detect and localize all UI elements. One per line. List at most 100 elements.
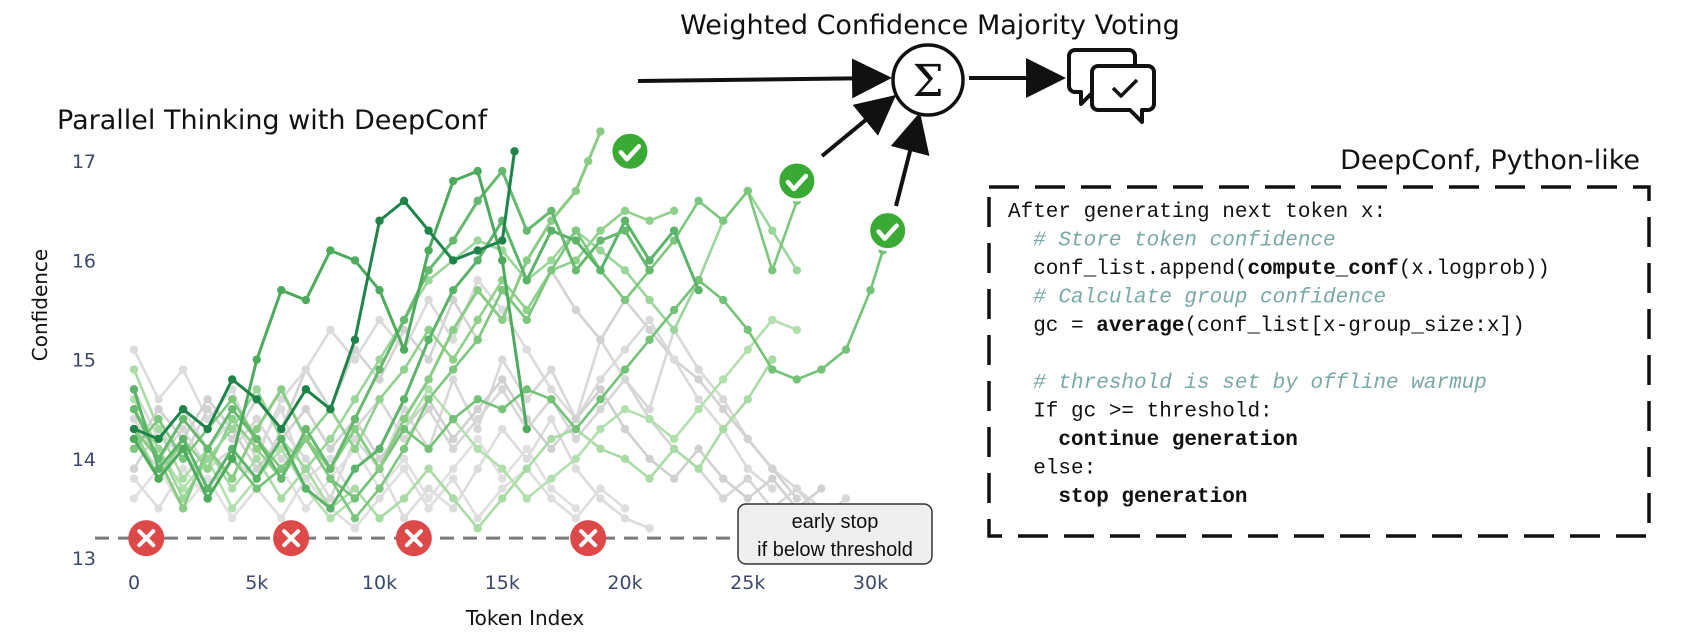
series-point — [154, 474, 163, 483]
series-point — [178, 405, 188, 414]
series-line — [132, 318, 798, 520]
series-point — [645, 335, 654, 344]
series-point — [350, 524, 360, 533]
series-point — [620, 266, 630, 275]
series-point — [375, 216, 384, 225]
series-point — [326, 246, 335, 255]
series-point — [178, 365, 188, 374]
series-point — [350, 444, 360, 454]
series-point — [301, 434, 311, 444]
series-point — [424, 405, 433, 414]
series-point — [448, 176, 458, 186]
series-point — [768, 315, 777, 325]
series-point — [424, 375, 433, 384]
y-tick-label: 15 — [72, 350, 96, 372]
series-point — [399, 514, 409, 523]
series-point — [252, 474, 261, 483]
series-point — [424, 226, 433, 235]
series-point — [154, 504, 163, 513]
series-point — [547, 206, 556, 215]
series-point — [375, 494, 384, 503]
series-point — [571, 236, 581, 245]
series-point — [817, 484, 826, 493]
series-point — [203, 395, 212, 404]
series-point — [792, 375, 802, 384]
series-point — [399, 395, 409, 404]
series-point — [498, 484, 507, 493]
series-point — [350, 256, 360, 265]
series-point — [448, 256, 458, 265]
series-point — [743, 464, 752, 473]
series-point — [522, 444, 531, 454]
series-point — [228, 385, 237, 394]
series-point — [424, 295, 433, 305]
series-point — [768, 355, 777, 364]
series-point — [645, 295, 654, 305]
y-tick-label: 14 — [72, 449, 96, 471]
series-point — [522, 385, 531, 394]
series-point — [669, 325, 679, 335]
series-point — [768, 464, 777, 473]
series-point — [583, 157, 593, 166]
series-point — [596, 266, 605, 275]
series-18 — [129, 147, 519, 444]
series-point — [596, 405, 605, 414]
series-point — [694, 395, 703, 404]
series-point — [424, 494, 433, 503]
code-line: # Store token confidence — [1008, 230, 1336, 253]
series-point — [498, 405, 507, 414]
series-point — [547, 226, 556, 235]
check-icon — [867, 210, 909, 252]
series-point — [522, 226, 531, 235]
y-tick-label: 16 — [72, 250, 96, 272]
series-point — [522, 315, 531, 325]
series-point — [399, 365, 409, 374]
x-tick-label: 10k — [362, 572, 397, 594]
series-point — [375, 514, 384, 523]
series-point — [645, 405, 654, 414]
series-point — [399, 494, 409, 503]
series-point — [645, 256, 654, 265]
series-point — [522, 424, 531, 434]
series-point — [350, 395, 360, 404]
series-point — [620, 365, 630, 374]
series-point — [719, 395, 728, 404]
cross-icon — [570, 520, 607, 557]
series-point — [473, 514, 482, 523]
series-point — [694, 375, 703, 384]
series-point — [399, 315, 409, 325]
series-point — [620, 504, 630, 513]
series-point — [129, 345, 139, 354]
series-point — [326, 474, 335, 483]
series-point — [669, 226, 679, 235]
series-point — [154, 444, 163, 454]
series-point — [203, 494, 212, 503]
series-point — [498, 375, 507, 384]
series-point — [768, 226, 777, 235]
series-point — [571, 464, 581, 473]
series-point — [203, 484, 212, 493]
series-point — [719, 494, 728, 503]
series-point — [301, 474, 311, 483]
series-point — [350, 484, 360, 493]
code-line: gc = average(conf_list[x-group_size:x]) — [1008, 315, 1525, 338]
series-point — [522, 256, 531, 265]
code-line: If gc >= threshold: — [1008, 401, 1273, 424]
series-point — [792, 325, 802, 335]
series-point — [326, 514, 335, 523]
series-point — [473, 196, 482, 206]
series-point — [719, 474, 728, 483]
series-point — [866, 285, 875, 295]
series-point — [277, 454, 286, 463]
series-point — [547, 395, 556, 404]
series-point — [473, 524, 482, 533]
series-point — [277, 494, 286, 503]
series-point — [694, 285, 703, 295]
series-point — [596, 226, 605, 235]
series-point — [620, 375, 630, 384]
series-point — [522, 454, 531, 463]
series-point — [399, 454, 409, 463]
arrow-vote-2 — [820, 94, 897, 158]
series-point — [129, 414, 139, 424]
series-point — [743, 434, 752, 444]
